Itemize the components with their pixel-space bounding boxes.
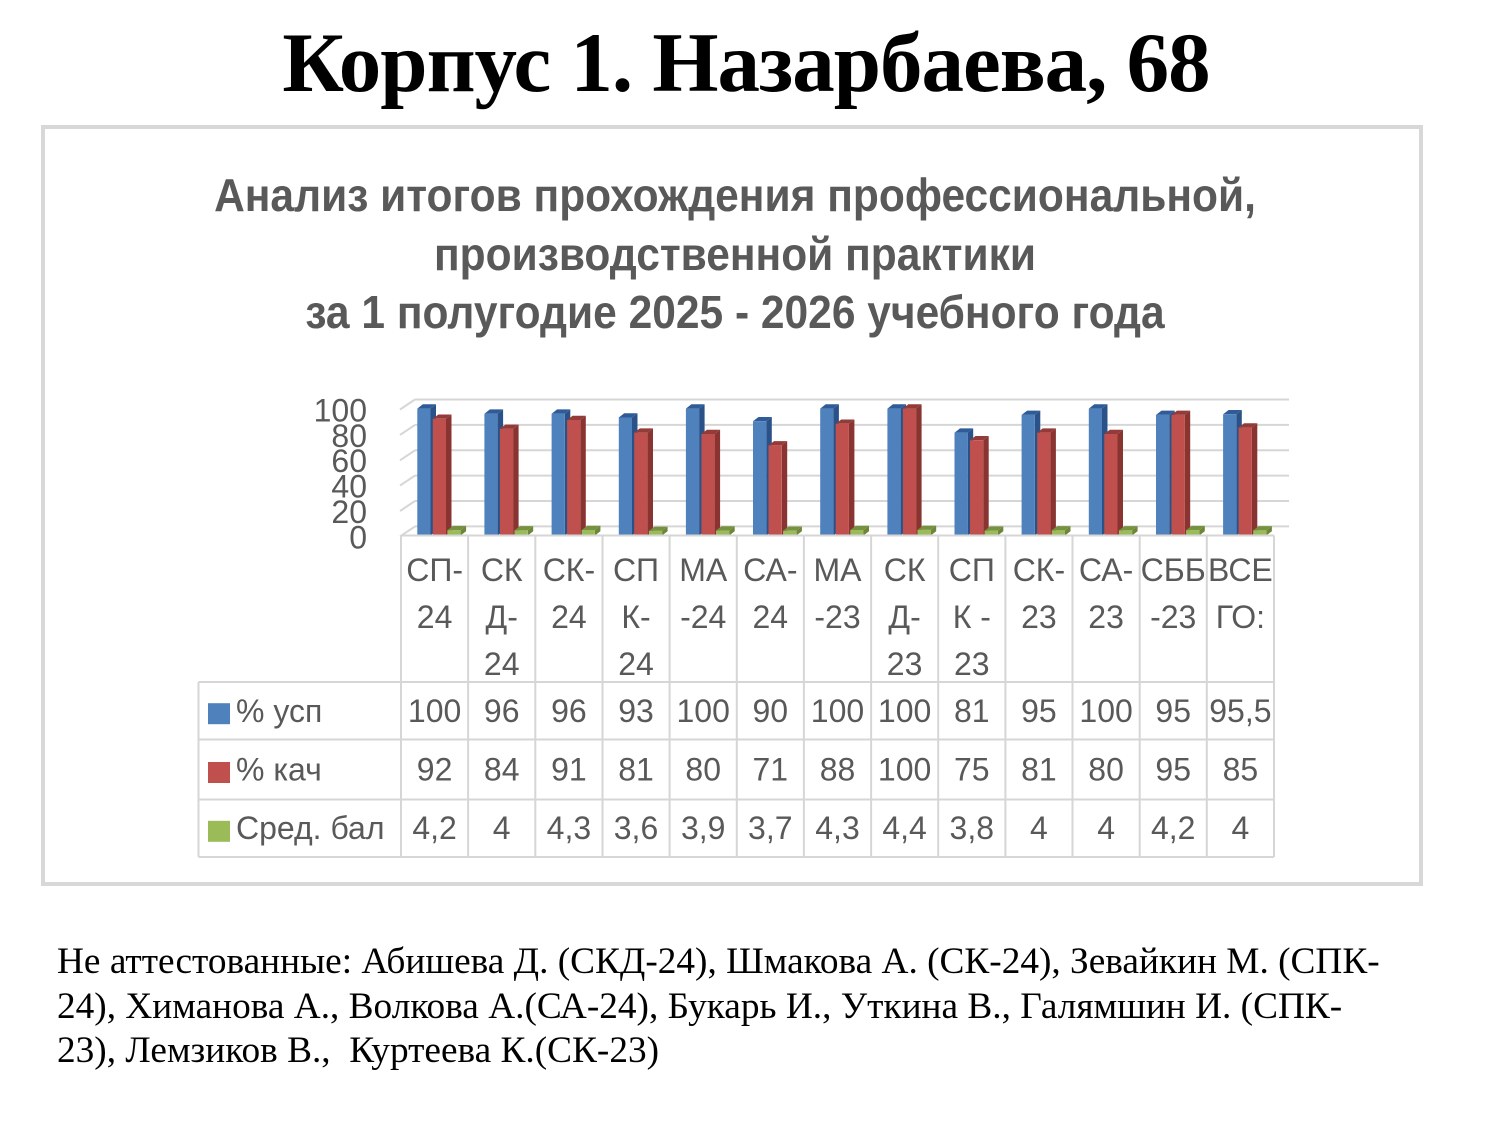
svg-text:3,6: 3,6	[614, 810, 658, 846]
svg-text:3,8: 3,8	[950, 810, 994, 846]
svg-text:100: 100	[314, 393, 367, 429]
svg-text:100: 100	[408, 693, 461, 729]
svg-text:0: 0	[349, 519, 367, 555]
svg-text:23: 23	[1088, 599, 1124, 635]
svg-text:4: 4	[1097, 810, 1115, 846]
svg-text:24: 24	[551, 599, 587, 635]
svg-text:100: 100	[878, 693, 931, 729]
svg-text:84: 84	[484, 752, 520, 788]
svg-text:24: 24	[484, 646, 520, 682]
svg-text:40: 40	[331, 469, 367, 505]
svg-text:81: 81	[954, 693, 990, 729]
svg-text:ГО:: ГО:	[1216, 599, 1265, 635]
svg-text:100: 100	[677, 693, 730, 729]
svg-text:92: 92	[417, 752, 453, 788]
svg-text:75: 75	[954, 752, 990, 788]
svg-text:СК: СК	[884, 552, 926, 588]
svg-text:Д-: Д-	[888, 599, 920, 635]
svg-text:80: 80	[1088, 752, 1124, 788]
svg-text:МА: МА	[679, 552, 728, 588]
svg-text:Д-: Д-	[486, 599, 518, 635]
svg-text:СП: СП	[613, 552, 659, 588]
svg-text:4,4: 4,4	[882, 810, 926, 846]
svg-text:100: 100	[878, 752, 931, 788]
svg-text:-23: -23	[814, 599, 860, 635]
svg-text:К-: К-	[621, 599, 650, 635]
svg-text:100: 100	[811, 693, 864, 729]
svg-text:СА-: СА-	[1079, 552, 1133, 588]
svg-text:4: 4	[1030, 810, 1048, 846]
svg-text:85: 85	[1223, 752, 1259, 788]
svg-text:95,5: 95,5	[1209, 693, 1271, 729]
svg-text:93: 93	[618, 693, 654, 729]
svg-text:95: 95	[1155, 693, 1191, 729]
svg-text:60: 60	[331, 443, 367, 479]
svg-text:24: 24	[618, 646, 654, 682]
svg-text:81: 81	[1021, 752, 1057, 788]
svg-text:СП-: СП-	[406, 552, 463, 588]
svg-text:% усп: % усп	[236, 693, 322, 729]
svg-text:Сред. бал: Сред. бал	[236, 810, 385, 846]
svg-text:СК-: СК-	[1013, 552, 1065, 588]
svg-text:3,7: 3,7	[748, 810, 792, 846]
svg-text:4,3: 4,3	[547, 810, 591, 846]
svg-text:95: 95	[1021, 693, 1057, 729]
svg-text:СББ: СББ	[1141, 552, 1206, 588]
svg-text:% кач: % кач	[236, 752, 322, 788]
svg-text:4: 4	[1232, 810, 1250, 846]
svg-text:100: 100	[1079, 693, 1132, 729]
svg-text:МА: МА	[814, 552, 863, 588]
svg-text:К -: К -	[953, 599, 991, 635]
svg-text:4: 4	[493, 810, 511, 846]
svg-text:88: 88	[820, 752, 856, 788]
svg-text:95: 95	[1155, 752, 1191, 788]
svg-text:96: 96	[484, 693, 520, 729]
svg-text:24: 24	[417, 599, 453, 635]
svg-text:90: 90	[753, 693, 789, 729]
svg-text:24: 24	[753, 599, 789, 635]
svg-text:81: 81	[618, 752, 654, 788]
svg-text:71: 71	[753, 752, 789, 788]
svg-text:23: 23	[887, 646, 923, 682]
svg-text:96: 96	[551, 693, 587, 729]
svg-text:4,2: 4,2	[412, 810, 456, 846]
svg-text:20: 20	[331, 494, 367, 530]
svg-text:23: 23	[1021, 599, 1057, 635]
svg-text:СК-: СК-	[543, 552, 595, 588]
svg-text:80: 80	[331, 418, 367, 454]
svg-text:4,3: 4,3	[815, 810, 859, 846]
svg-text:91: 91	[551, 752, 587, 788]
svg-text:-24: -24	[680, 599, 726, 635]
svg-text:4,2: 4,2	[1151, 810, 1195, 846]
svg-text:80: 80	[685, 752, 721, 788]
svg-text:ВСЕ: ВСЕ	[1208, 552, 1273, 588]
svg-text:23: 23	[954, 646, 990, 682]
svg-text:-23: -23	[1150, 599, 1196, 635]
svg-text:3,9: 3,9	[681, 810, 725, 846]
svg-text:СА-: СА-	[743, 552, 797, 588]
svg-text:СК: СК	[481, 552, 523, 588]
svg-text:СП: СП	[949, 552, 995, 588]
